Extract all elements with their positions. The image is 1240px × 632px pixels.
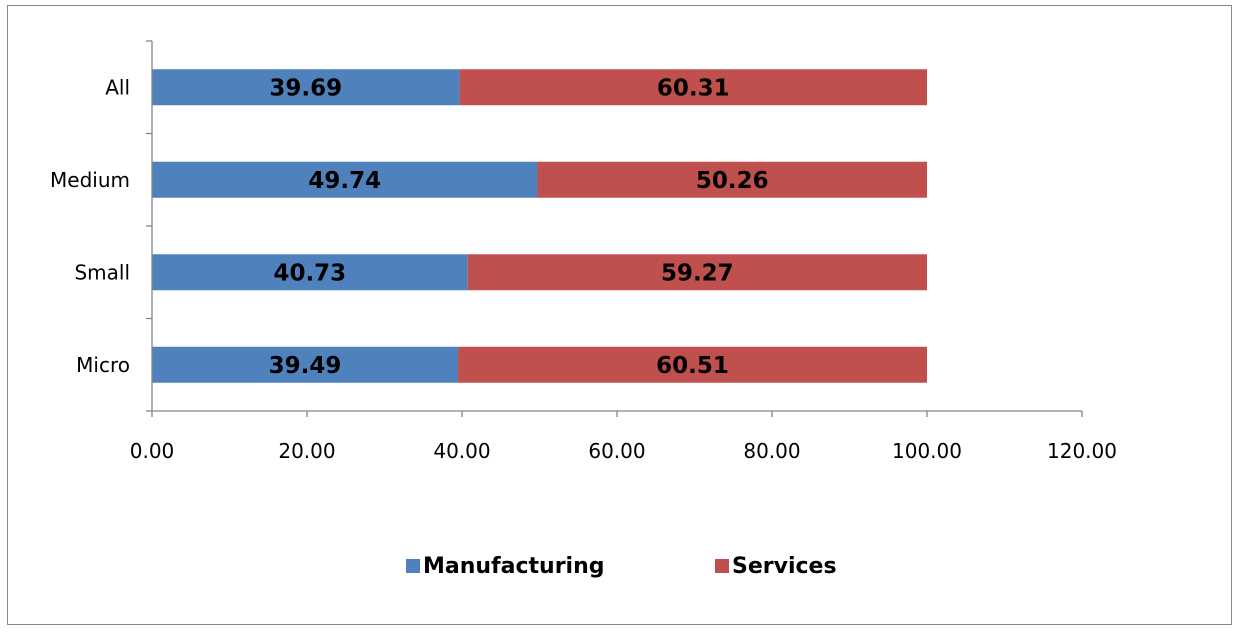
x-tick-label: 40.00 <box>433 439 490 463</box>
x-tick-label: 120.00 <box>1047 439 1117 463</box>
labels-layer: 39.49 60.51 Micro 40.73 59.27 Small 49.74 50.26… <box>50 75 1117 463</box>
chart-frame: 39.49 60.51 Micro 40.73 59.27 Small 49.74 50.26… <box>7 5 1232 625</box>
legend: Manufacturing Services <box>406 554 837 579</box>
y-tick-label-small: Small <box>74 260 130 284</box>
bar-manufacturing-all <box>152 69 460 106</box>
x-tick-label: 80.00 <box>743 439 800 463</box>
data-label-manufacturing-small: 40.73 <box>273 260 346 286</box>
bar-services-micro <box>458 346 927 383</box>
bar-services-small <box>467 254 927 291</box>
stacked-bar-chart: 39.49 60.51 Micro 40.73 59.27 Small 49.74 50.26… <box>50 40 1117 579</box>
data-label-manufacturing-medium: 49.74 <box>308 168 381 194</box>
legend-swatch-manufacturing <box>406 559 420 573</box>
data-label-manufacturing-all: 39.69 <box>269 75 342 101</box>
legend-swatch-services <box>715 559 729 573</box>
y-tick-label-medium: Medium <box>50 168 130 192</box>
legend-label-manufacturing: Manufacturing <box>423 554 605 579</box>
legend-label-services: Services <box>732 554 837 579</box>
bars-layer <box>152 69 927 383</box>
axes-layer <box>146 40 1083 417</box>
bar-manufacturing-micro <box>152 346 459 383</box>
x-tick-label: 60.00 <box>588 439 645 463</box>
bar-services-medium <box>537 161 927 198</box>
y-tick-label-all: All <box>105 75 130 99</box>
data-label-services-small: 59.27 <box>661 260 734 286</box>
data-label-services-all: 60.31 <box>657 75 730 101</box>
bar-manufacturing-medium <box>152 161 538 198</box>
data-label-services-micro: 60.51 <box>656 353 729 379</box>
data-label-manufacturing-micro: 39.49 <box>269 353 342 379</box>
data-label-services-medium: 50.26 <box>696 168 769 194</box>
bar-services-all <box>459 69 927 106</box>
x-tick-label: 20.00 <box>278 439 335 463</box>
bar-manufacturing-small <box>152 254 468 291</box>
x-tick-label: 100.00 <box>892 439 962 463</box>
y-tick-label-micro: Micro <box>76 353 130 377</box>
x-tick-label: 0.00 <box>130 439 175 463</box>
